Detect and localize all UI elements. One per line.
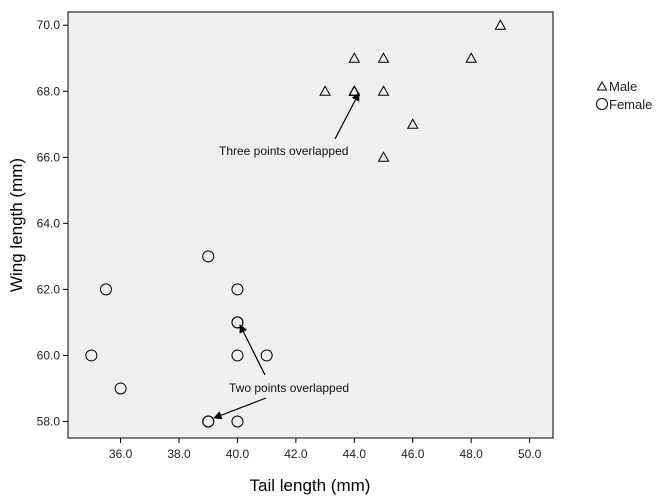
y-tick-label: 66.0 [37,150,61,164]
x-tick-label: 40.0 [226,447,250,461]
point-male [377,85,390,96]
x-tick-label: 46.0 [401,447,425,461]
annotation-label-three-points: Three points overlapped [219,144,348,158]
point-female [202,250,215,263]
point-female [231,415,244,428]
point-male [377,151,390,162]
point-female [231,316,244,329]
x-tick-label: 44.0 [343,447,367,461]
point-male [319,85,331,96]
y-tick-label: 64.0 [37,216,61,230]
point-female [231,283,244,296]
plot-area [67,11,554,439]
legend-label-male: Male [609,79,637,94]
y-tick-label: 62.0 [37,282,61,296]
point-female [85,349,98,362]
legend-label-female: Female [609,97,652,112]
y-tick-label: 68.0 [37,84,61,98]
arrow-three-points [334,92,360,140]
x-tick-label: 42.0 [284,447,308,461]
point-female [202,415,215,428]
legend: Male Female [596,79,652,112]
y-axis-title: Wing length (mm) [7,158,26,292]
point-male [406,118,419,129]
point-female [260,349,273,362]
x-tick-label: 36.0 [109,447,133,461]
point-male [348,52,361,63]
legend-circle-icon [596,98,608,110]
point-male [465,52,478,63]
point-female [99,283,112,296]
point-female [114,382,127,395]
arrow-two-points-lower [213,397,267,420]
legend-triangle-icon [596,80,608,91]
x-tick-label: 50.0 [518,447,542,461]
x-tick-label: 38.0 [167,447,191,461]
annotations: Three points overlapped Two points overl… [213,92,360,420]
annotation-label-two-points: Two points overlapped [229,381,349,395]
x-axis-ticks: 36.0 38.0 40.0 42.0 44.0 46.0 48.0 50.0 [109,438,542,461]
point-male [494,19,507,30]
y-tick-label: 58.0 [37,414,61,428]
y-tick-label: 60.0 [37,348,61,362]
y-tick-label: 70.0 [37,18,61,32]
point-male [377,52,390,63]
x-tick-label: 48.0 [460,447,484,461]
arrow-two-points-upper [239,324,266,376]
point-female [231,349,244,362]
x-axis-title: Tail length (mm) [250,476,371,495]
y-axis-ticks: 58.0 60.0 62.0 64.0 66.0 68.0 70.0 [37,18,68,428]
